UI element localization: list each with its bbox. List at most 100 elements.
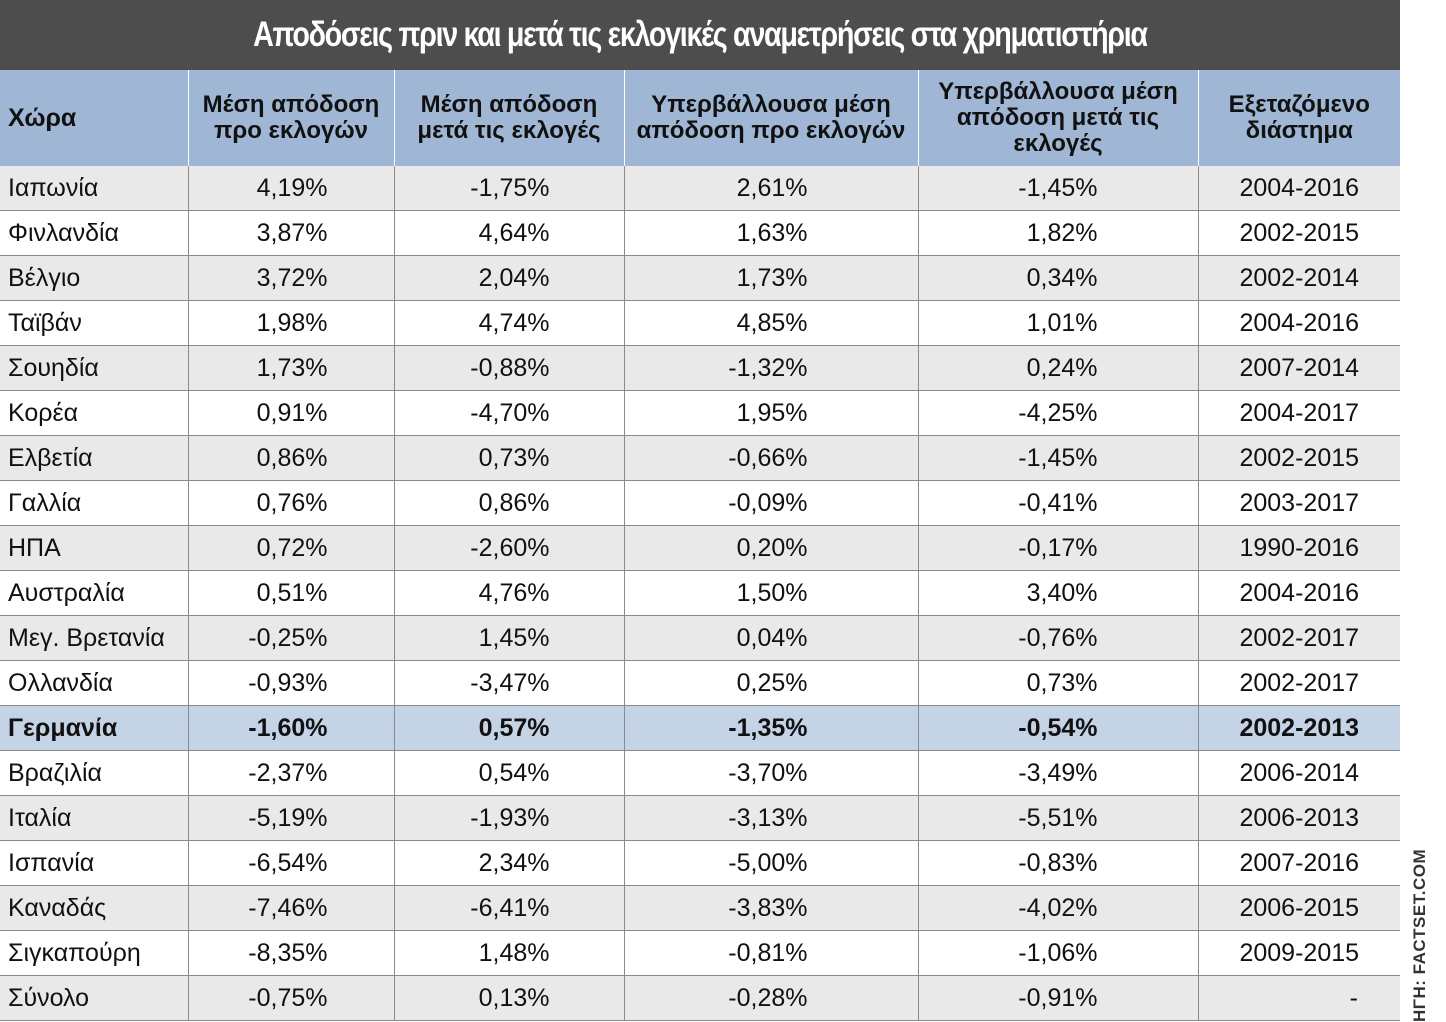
post-election-return-cell: 1,48% — [394, 930, 625, 976]
excess-post-election-return-cell: -0,17% — [918, 525, 1199, 571]
excess-pre-election-return-cell: 0,04% — [624, 615, 919, 661]
excess-post-election-return-cell: -3,49% — [918, 750, 1199, 796]
country-cell: Ιταλία — [0, 795, 189, 841]
period-cell: - — [1198, 975, 1400, 1021]
country-cell: Ταϊβάν — [0, 300, 189, 346]
country-cell: Γερμανία — [0, 705, 189, 751]
country-cell: Μεγ. Βρετανία — [0, 615, 189, 661]
table-body: Ιαπωνία 4,19% -1,75% 2,61% -1,45% 2004-2016 Φι… — [0, 166, 1400, 1021]
table-row: Μεγ. Βρετανία -0,25% 1,45% 0,04% -0,76% 2002-… — [0, 615, 1400, 661]
table-row: Σύνολο -0,75% 0,13% -0,28% -0,91% - — [0, 975, 1400, 1021]
excess-pre-election-return-cell: -3,83% — [624, 885, 919, 931]
source-credit: ΗΓΗ: FACTSET.COM — [1410, 848, 1429, 1022]
column-header-excess-pre-election-return: Υπερβάλλουσα μέση απόδοση προ εκλογών — [624, 70, 919, 166]
excess-post-election-return-cell: 3,40% — [918, 570, 1199, 616]
post-election-return-cell: 4,76% — [394, 570, 625, 616]
header-row: Χώρα Μέση απόδοση προ εκλογών Μέση απόδο… — [0, 70, 1400, 166]
excess-post-election-return-cell: 0,34% — [918, 255, 1199, 301]
excess-post-election-return-cell: -4,02% — [918, 885, 1199, 931]
post-election-return-cell: -1,93% — [394, 795, 625, 841]
pre-election-return-cell: -0,93% — [188, 660, 395, 706]
pre-election-return-cell: -1,60% — [188, 705, 395, 751]
excess-post-election-return-cell: 1,01% — [918, 300, 1199, 346]
pre-election-return-cell: 1,73% — [188, 345, 395, 391]
pre-election-return-cell: 4,19% — [188, 166, 395, 211]
excess-pre-election-return-cell: -0,28% — [624, 975, 919, 1021]
table-row: Ελβετία 0,86% 0,73% -0,66% -1,45% 2002-2015 — [0, 435, 1400, 481]
excess-pre-election-return-cell: -3,13% — [624, 795, 919, 841]
pre-election-return-cell: 0,51% — [188, 570, 395, 616]
excess-pre-election-return-cell: -0,09% — [624, 480, 919, 526]
table-row: Ιταλία -5,19% -1,93% -3,13% -5,51% 2006-2013 — [0, 795, 1400, 841]
period-cell: 2004-2016 — [1198, 166, 1400, 211]
post-election-return-cell: 4,74% — [394, 300, 625, 346]
table-row: Ολλανδία -0,93% -3,47% 0,25% 0,73% 2002-2017 — [0, 660, 1400, 706]
table-row: Βέλγιο 3,72% 2,04% 1,73% 0,34% 2002-2014 — [0, 255, 1400, 301]
period-cell: 2002-2015 — [1198, 435, 1400, 481]
excess-post-election-return-cell: 0,24% — [918, 345, 1199, 391]
pre-election-return-cell: 1,98% — [188, 300, 395, 346]
pre-election-return-cell: -5,19% — [188, 795, 395, 841]
period-cell: 2004-2017 — [1198, 390, 1400, 436]
table-title: Αποδόσεις πριν και μετά τις εκλογικές αν… — [253, 15, 1148, 54]
post-election-return-cell: -4,70% — [394, 390, 625, 436]
post-election-return-cell: 0,57% — [394, 705, 625, 751]
table-row: Φινλανδία 3,87% 4,64% 1,63% 1,82% 2002-2015 — [0, 210, 1400, 256]
post-election-return-cell: -2,60% — [394, 525, 625, 571]
excess-post-election-return-cell: -1,06% — [918, 930, 1199, 976]
excess-post-election-return-cell: 1,82% — [918, 210, 1199, 256]
pre-election-return-cell: -0,25% — [188, 615, 395, 661]
table-row: Καναδάς -7,46% -6,41% -3,83% -4,02% 2006-2015 — [0, 885, 1400, 931]
period-cell: 2002-2013 — [1198, 705, 1400, 751]
excess-pre-election-return-cell: -0,66% — [624, 435, 919, 481]
table-row: Ταϊβάν 1,98% 4,74% 4,85% 1,01% 2004-2016 — [0, 300, 1400, 346]
excess-pre-election-return-cell: -1,32% — [624, 345, 919, 391]
country-cell: Σουηδία — [0, 345, 189, 391]
post-election-return-cell: 0,73% — [394, 435, 625, 481]
country-cell: Γαλλία — [0, 480, 189, 526]
post-election-return-cell: 0,86% — [394, 480, 625, 526]
pre-election-return-cell: -0,75% — [188, 975, 395, 1021]
pre-election-return-cell: 3,72% — [188, 255, 395, 301]
excess-pre-election-return-cell: 1,63% — [624, 210, 919, 256]
period-cell: 2006-2013 — [1198, 795, 1400, 841]
column-header-pre-election-return: Μέση απόδοση προ εκλογών — [188, 70, 395, 166]
table-row: Σιγκαπούρη -8,35% 1,48% -0,81% -1,06% 2009-20… — [0, 930, 1400, 976]
table-row: Βραζιλία -2,37% 0,54% -3,70% -3,49% 2006-2014 — [0, 750, 1400, 796]
table-row: Αυστραλία 0,51% 4,76% 1,50% 3,40% 2004-2016 — [0, 570, 1400, 616]
post-election-return-cell: 4,64% — [394, 210, 625, 256]
period-cell: 2002-2017 — [1198, 660, 1400, 706]
table-row: ΗΠΑ 0,72% -2,60% 0,20% -0,17% 1990-2016 — [0, 525, 1400, 571]
post-election-return-cell: 0,54% — [394, 750, 625, 796]
period-cell: 2002-2014 — [1198, 255, 1400, 301]
table-row: Γαλλία 0,76% 0,86% -0,09% -0,41% 2003-2017 — [0, 480, 1400, 526]
post-election-return-cell: -3,47% — [394, 660, 625, 706]
excess-pre-election-return-cell: 1,95% — [624, 390, 919, 436]
country-cell: Ελβετία — [0, 435, 189, 481]
excess-pre-election-return-cell: 4,85% — [624, 300, 919, 346]
table-title-bar: Αποδόσεις πριν και μετά τις εκλογικές αν… — [0, 0, 1400, 70]
country-cell: Φινλανδία — [0, 210, 189, 256]
post-election-return-cell: -0,88% — [394, 345, 625, 391]
post-election-return-cell: 0,13% — [394, 975, 625, 1021]
country-cell: Σιγκαπούρη — [0, 930, 189, 976]
pre-election-return-cell: -6,54% — [188, 840, 395, 886]
pre-election-return-cell: 0,86% — [188, 435, 395, 481]
country-cell: Καναδάς — [0, 885, 189, 931]
excess-post-election-return-cell: -0,76% — [918, 615, 1199, 661]
period-cell: 2002-2017 — [1198, 615, 1400, 661]
period-cell: 2004-2016 — [1198, 300, 1400, 346]
excess-pre-election-return-cell: 0,20% — [624, 525, 919, 571]
excess-post-election-return-cell: -1,45% — [918, 435, 1199, 481]
excess-post-election-return-cell: -5,51% — [918, 795, 1199, 841]
country-cell: Ισπανία — [0, 840, 189, 886]
excess-pre-election-return-cell: -3,70% — [624, 750, 919, 796]
pre-election-return-cell: -7,46% — [188, 885, 395, 931]
excess-pre-election-return-cell: -0,81% — [624, 930, 919, 976]
column-header-post-election-return: Μέση απόδοση μετά τις εκλογές — [394, 70, 625, 166]
table-row: Γερμανία -1,60% 0,57% -1,35% -0,54% 2002-2013 — [0, 705, 1400, 751]
pre-election-return-cell: 3,87% — [188, 210, 395, 256]
column-header-country: Χώρα — [0, 70, 189, 166]
table-row: Κορέα 0,91% -4,70% 1,95% -4,25% 2004-2017 — [0, 390, 1400, 436]
